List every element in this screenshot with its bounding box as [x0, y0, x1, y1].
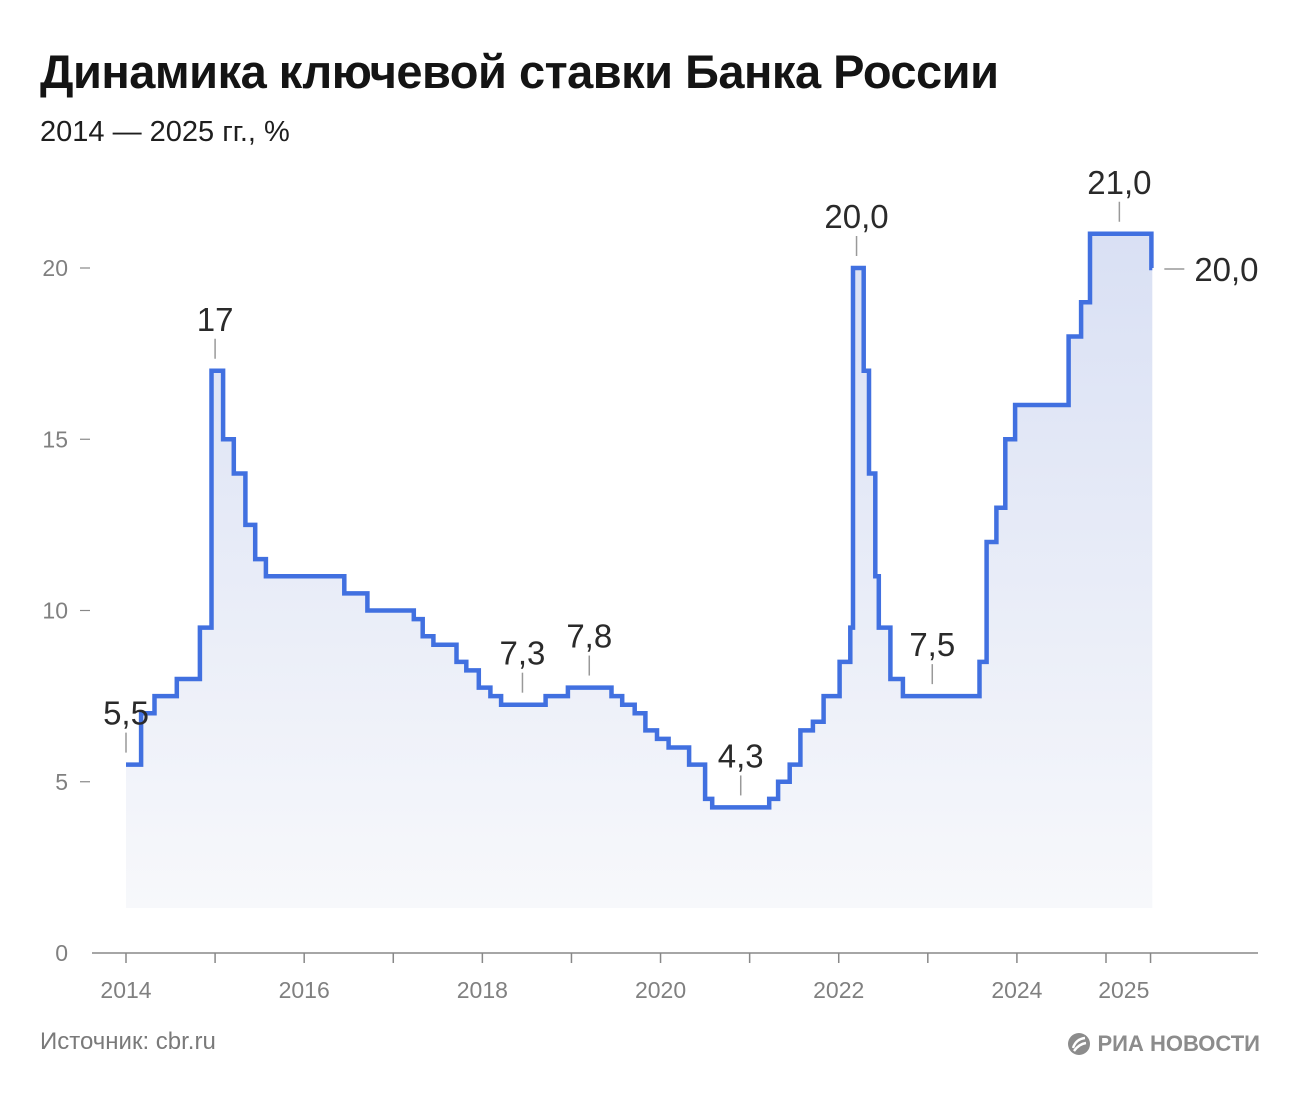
- annotation-label: 5,5: [103, 695, 149, 732]
- annotation-label: 20,0: [1194, 251, 1258, 288]
- chart-subtitle: 2014 — 2025 гг., %: [40, 116, 290, 148]
- annotation-label: 7,3: [500, 635, 546, 672]
- annotation-label: 20,0: [824, 198, 888, 235]
- chart-title: Динамика ключевой ставки Банка России: [40, 45, 999, 98]
- brand-logo: РИА НОВОСТИ: [1067, 1031, 1260, 1057]
- x-tick-label: 2022: [813, 977, 864, 1003]
- annotation-label: 21,0: [1087, 164, 1151, 201]
- rate-line: [126, 231, 1154, 810]
- annotation-label: 7,8: [566, 618, 612, 655]
- x-tick-label: 2016: [279, 977, 330, 1003]
- rate-area: [126, 233, 1153, 909]
- y-tick-label: 5: [55, 769, 68, 795]
- y-tick-label: 15: [42, 426, 68, 452]
- x-tick-label: 2024: [991, 977, 1042, 1003]
- x-tick-label: 2018: [457, 977, 508, 1003]
- source-note: Источник: cbr.ru: [40, 1028, 216, 1055]
- x-tick-label: 2020: [635, 977, 686, 1003]
- x-tick-label: 2025: [1098, 977, 1149, 1003]
- y-tick-label: 0: [55, 940, 68, 966]
- annotation-label: 17: [197, 301, 234, 338]
- y-tick-label: 10: [42, 598, 68, 624]
- annotation-label: 4,3: [718, 737, 764, 774]
- x-tick-label: 2014: [100, 977, 151, 1003]
- y-tick-label: 20: [42, 255, 68, 281]
- brand-name: РИА НОВОСТИ: [1097, 1031, 1260, 1056]
- annotation-label: 7,5: [909, 626, 955, 663]
- ria-logo-icon: [1068, 1033, 1091, 1055]
